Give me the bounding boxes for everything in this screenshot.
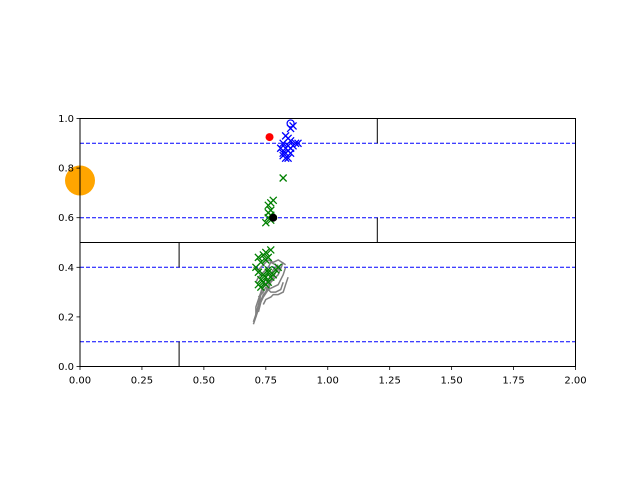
- x-tick-label: 2.00: [564, 376, 586, 387]
- y-tick-label: 0.8: [58, 164, 74, 175]
- blue-x-marker: [294, 139, 302, 148]
- x-tick-label: 1.25: [379, 376, 401, 387]
- y-tick-label: 0.4: [58, 263, 74, 274]
- green-x-marker: [266, 245, 275, 254]
- x-tick-label: 1.75: [502, 376, 524, 387]
- green-x-marker: [269, 270, 278, 279]
- black-dot: [269, 213, 278, 222]
- green-x-marker: [251, 263, 260, 272]
- green-x-marker: [254, 268, 263, 277]
- trajectory-trail: [257, 281, 284, 298]
- blue-x-marker: [276, 144, 285, 153]
- x-tick-label: 0.00: [69, 376, 91, 387]
- green-x-marker: [264, 253, 273, 262]
- blue-circle-marker: [286, 119, 295, 128]
- x-tick-label: 0.50: [193, 376, 215, 387]
- green-x-marker: [256, 283, 265, 292]
- data-markers: [65, 119, 302, 292]
- y-axis: 0.0 0.2 0.4 0.6 0.8 1.0: [58, 114, 80, 373]
- green-x-marker: [279, 174, 288, 182]
- trajectory-trail: [260, 267, 287, 303]
- y-tick-label: 0.0: [58, 362, 74, 373]
- y-tick-label: 0.6: [58, 213, 74, 224]
- blue-x-marker: [284, 134, 293, 143]
- green-x-marker: [261, 280, 270, 289]
- red-dot: [265, 133, 274, 142]
- green-x-marker: [259, 250, 268, 259]
- blue-x-marker: [279, 149, 288, 158]
- green-x-marker: [269, 196, 278, 205]
- reference-lines: [80, 118, 576, 367]
- green-x-marker: [264, 268, 273, 277]
- green-x-marker: [274, 263, 283, 272]
- x-axis: 0.00 0.25 0.50 0.75 1.00 1.25 1.50 1.75 2.00: [69, 366, 587, 387]
- green-x-marker: [254, 253, 263, 262]
- blue-x-marker: [281, 154, 290, 163]
- trajectory-trail: [262, 276, 289, 305]
- green-x-marker: [261, 218, 270, 227]
- y-tick-label: 1.0: [58, 114, 74, 125]
- x-tick-label: 1.00: [317, 376, 339, 387]
- y-tick-label: 0.2: [58, 312, 74, 323]
- blue-x-marker: [286, 144, 295, 153]
- x-tick-label: 0.25: [131, 376, 153, 387]
- x-tick-label: 0.75: [255, 376, 277, 387]
- x-tick-label: 1.50: [440, 376, 462, 387]
